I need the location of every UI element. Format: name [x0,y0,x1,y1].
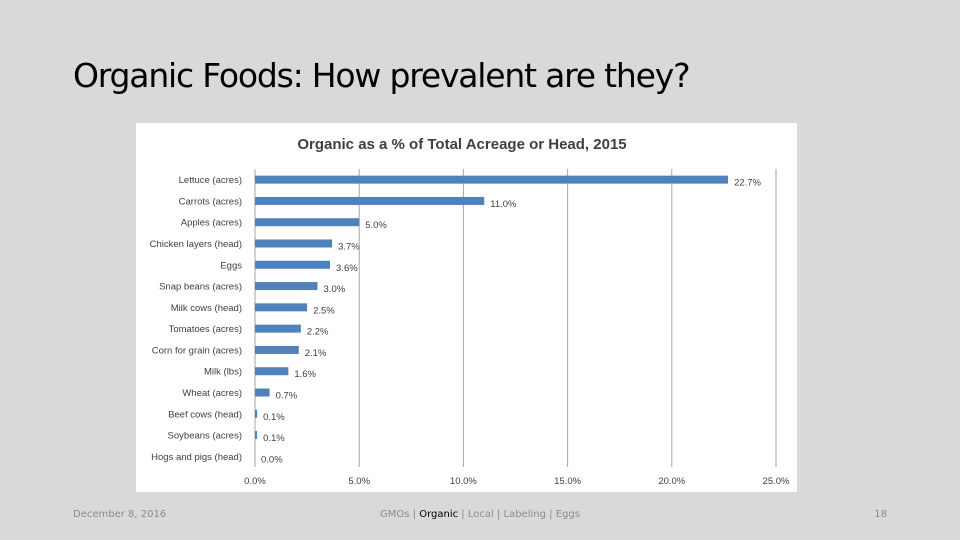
x-tick-label: 20.0% [658,476,685,487]
bar [255,282,318,291]
data-label: 0.0% [261,454,283,465]
x-tick-label: 10.0% [450,476,477,487]
category-label: Apples (acres) [181,218,242,229]
footer-nav-item-local: Local [467,509,494,520]
bar [255,196,485,205]
bar [255,388,270,397]
data-label: 3.6% [336,263,358,274]
category-label: Lettuce (acres) [179,175,242,186]
bar [255,409,258,418]
bar [255,345,299,354]
category-label: Eggs [220,260,242,271]
footer-nav-separator: | [458,509,468,520]
category-label: Wheat (acres) [182,388,242,399]
bars [255,175,729,440]
slide-title: Organic Foods: How prevalent are they? [73,56,691,95]
footer-date: December 8, 2016 [73,509,167,520]
bar [255,218,360,227]
bar [255,175,729,184]
footer-nav-separator: | [409,509,420,520]
footer-nav-separator: | [493,509,504,520]
footer-nav-separator: | [545,509,556,520]
data-label: 11.0% [490,199,517,210]
data-label: 2.5% [313,305,335,316]
bar [255,303,308,312]
data-label: 3.7% [338,242,360,253]
category-label: Beef cows (head) [168,409,242,420]
data-label: 1.6% [294,369,316,380]
bar [255,260,331,269]
category-label: Soybeans (acres) [168,431,242,442]
chart-container: Organic as a % of Total Acreage or Head,… [136,123,797,492]
bar-chart: Organic as a % of Total Acreage or Head,… [150,136,790,487]
data-label: 2.2% [307,327,329,338]
x-axis-ticks: 0.0% 5.0% 10.0% 15.0% 20.0% 25.0% [244,476,790,487]
category-labels: Lettuce (acres) Carrots (acres) Apples (ac… [150,175,243,463]
category-label: Milk cows (head) [171,303,242,314]
data-label: 3.0% [324,284,346,295]
x-tick-label: 25.0% [763,476,790,487]
footer-nav-item-labeling: Labeling [503,509,546,520]
category-label: Carrots (acres) [179,196,242,207]
data-label: 0.7% [276,391,298,402]
category-label: Snap beans (acres) [159,282,242,293]
category-label: Tomatoes (acres) [169,324,242,335]
chart-title: Organic as a % of Total Acreage or Head,… [297,136,626,153]
category-label: Corn for grain (acres) [152,345,242,356]
gridlines [254,169,777,467]
category-label: Chicken layers (head) [150,239,242,250]
footer-nav-item-gmos: GMOs [380,509,410,520]
x-tick-label: 15.0% [554,476,581,487]
bar [255,367,289,376]
footer-nav-item-organic: Organic [419,509,459,520]
x-tick-label: 0.0% [244,476,266,487]
data-label: 2.1% [305,348,327,359]
bar [255,239,333,248]
bar [255,431,258,440]
data-labels: 22.7% 11.0% 5.0% 3.7% 3.6% 3.0% 2.5% 2.2% 2.1% 1.… [261,178,762,466]
data-label: 0.1% [263,433,285,444]
data-label: 22.7% [734,178,761,189]
footer-nav: GMOs | Organic | Local | Labeling | Eggs [380,509,580,520]
footer-nav-item-eggs: Eggs [555,509,580,520]
x-tick-label: 5.0% [348,476,370,487]
category-label: Hogs and pigs (head) [151,452,242,463]
category-label: Milk (lbs) [204,367,242,378]
data-label: 0.1% [263,412,285,423]
data-label: 5.0% [365,220,387,231]
page-number: 18 [874,509,887,520]
bar [255,324,301,333]
